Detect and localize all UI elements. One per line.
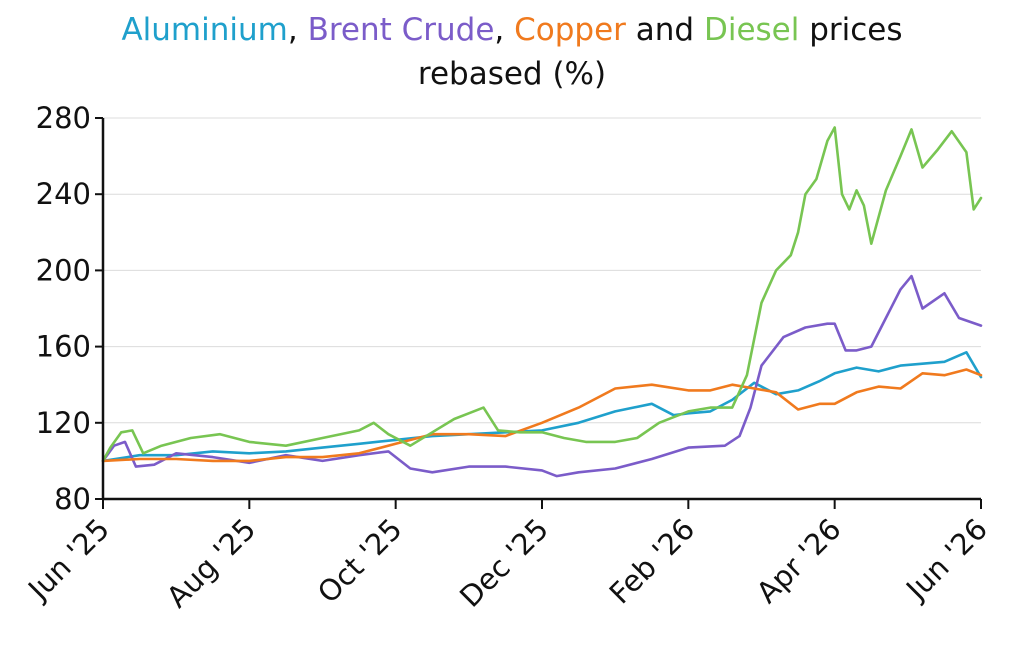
x-tick-label: Jun '26: [898, 512, 994, 608]
title-part: Diesel: [703, 12, 800, 48]
y-tick-label: 280: [36, 101, 91, 135]
x-tick-label: Aug '25: [160, 512, 262, 614]
chart-title-block: Aluminium, Brent Crude, Copper and Diese…: [0, 8, 1024, 96]
x-tick-label: Oct '25: [311, 512, 409, 610]
x-tick-label: Dec '25: [453, 512, 555, 614]
series-lines: [101, 126, 983, 478]
y-tick-label: 200: [36, 253, 91, 287]
x-tick-label: Feb '26: [603, 512, 702, 611]
title-part: ,: [287, 12, 308, 48]
title-part: Brent Crude: [307, 12, 495, 48]
series-line-copper: [101, 368, 983, 463]
title-part: Aluminium: [121, 12, 288, 48]
x-tick-labels: Jun '25 Aug '25 Oct '25 Dec '25 Feb '26 Apr '…: [20, 512, 994, 614]
chart-subtitle: rebased (%): [417, 56, 607, 92]
axes: [95, 117, 982, 509]
x-tick-label: Apr '26: [750, 512, 848, 610]
series-line-brent-crude: [101, 274, 983, 478]
y-tick-label: 80: [54, 482, 91, 516]
y-tick-label: 240: [36, 177, 91, 211]
title-part: prices: [799, 12, 903, 48]
series-line-diesel: [101, 126, 983, 463]
grid-lines: [103, 117, 981, 424]
y-tick-label: 160: [36, 330, 91, 364]
series-line-aluminium: [101, 351, 983, 463]
chart-title: Aluminium, Brent Crude, Copper and Diese…: [0, 8, 1024, 52]
x-tick-label: Jun '25: [20, 512, 116, 608]
y-tick-labels: 80 120 160 200 240 280: [36, 101, 91, 516]
title-part: and: [625, 12, 704, 48]
title-part: Copper: [514, 12, 626, 48]
y-tick-label: 120: [36, 406, 91, 440]
title-part: ,: [494, 12, 515, 48]
